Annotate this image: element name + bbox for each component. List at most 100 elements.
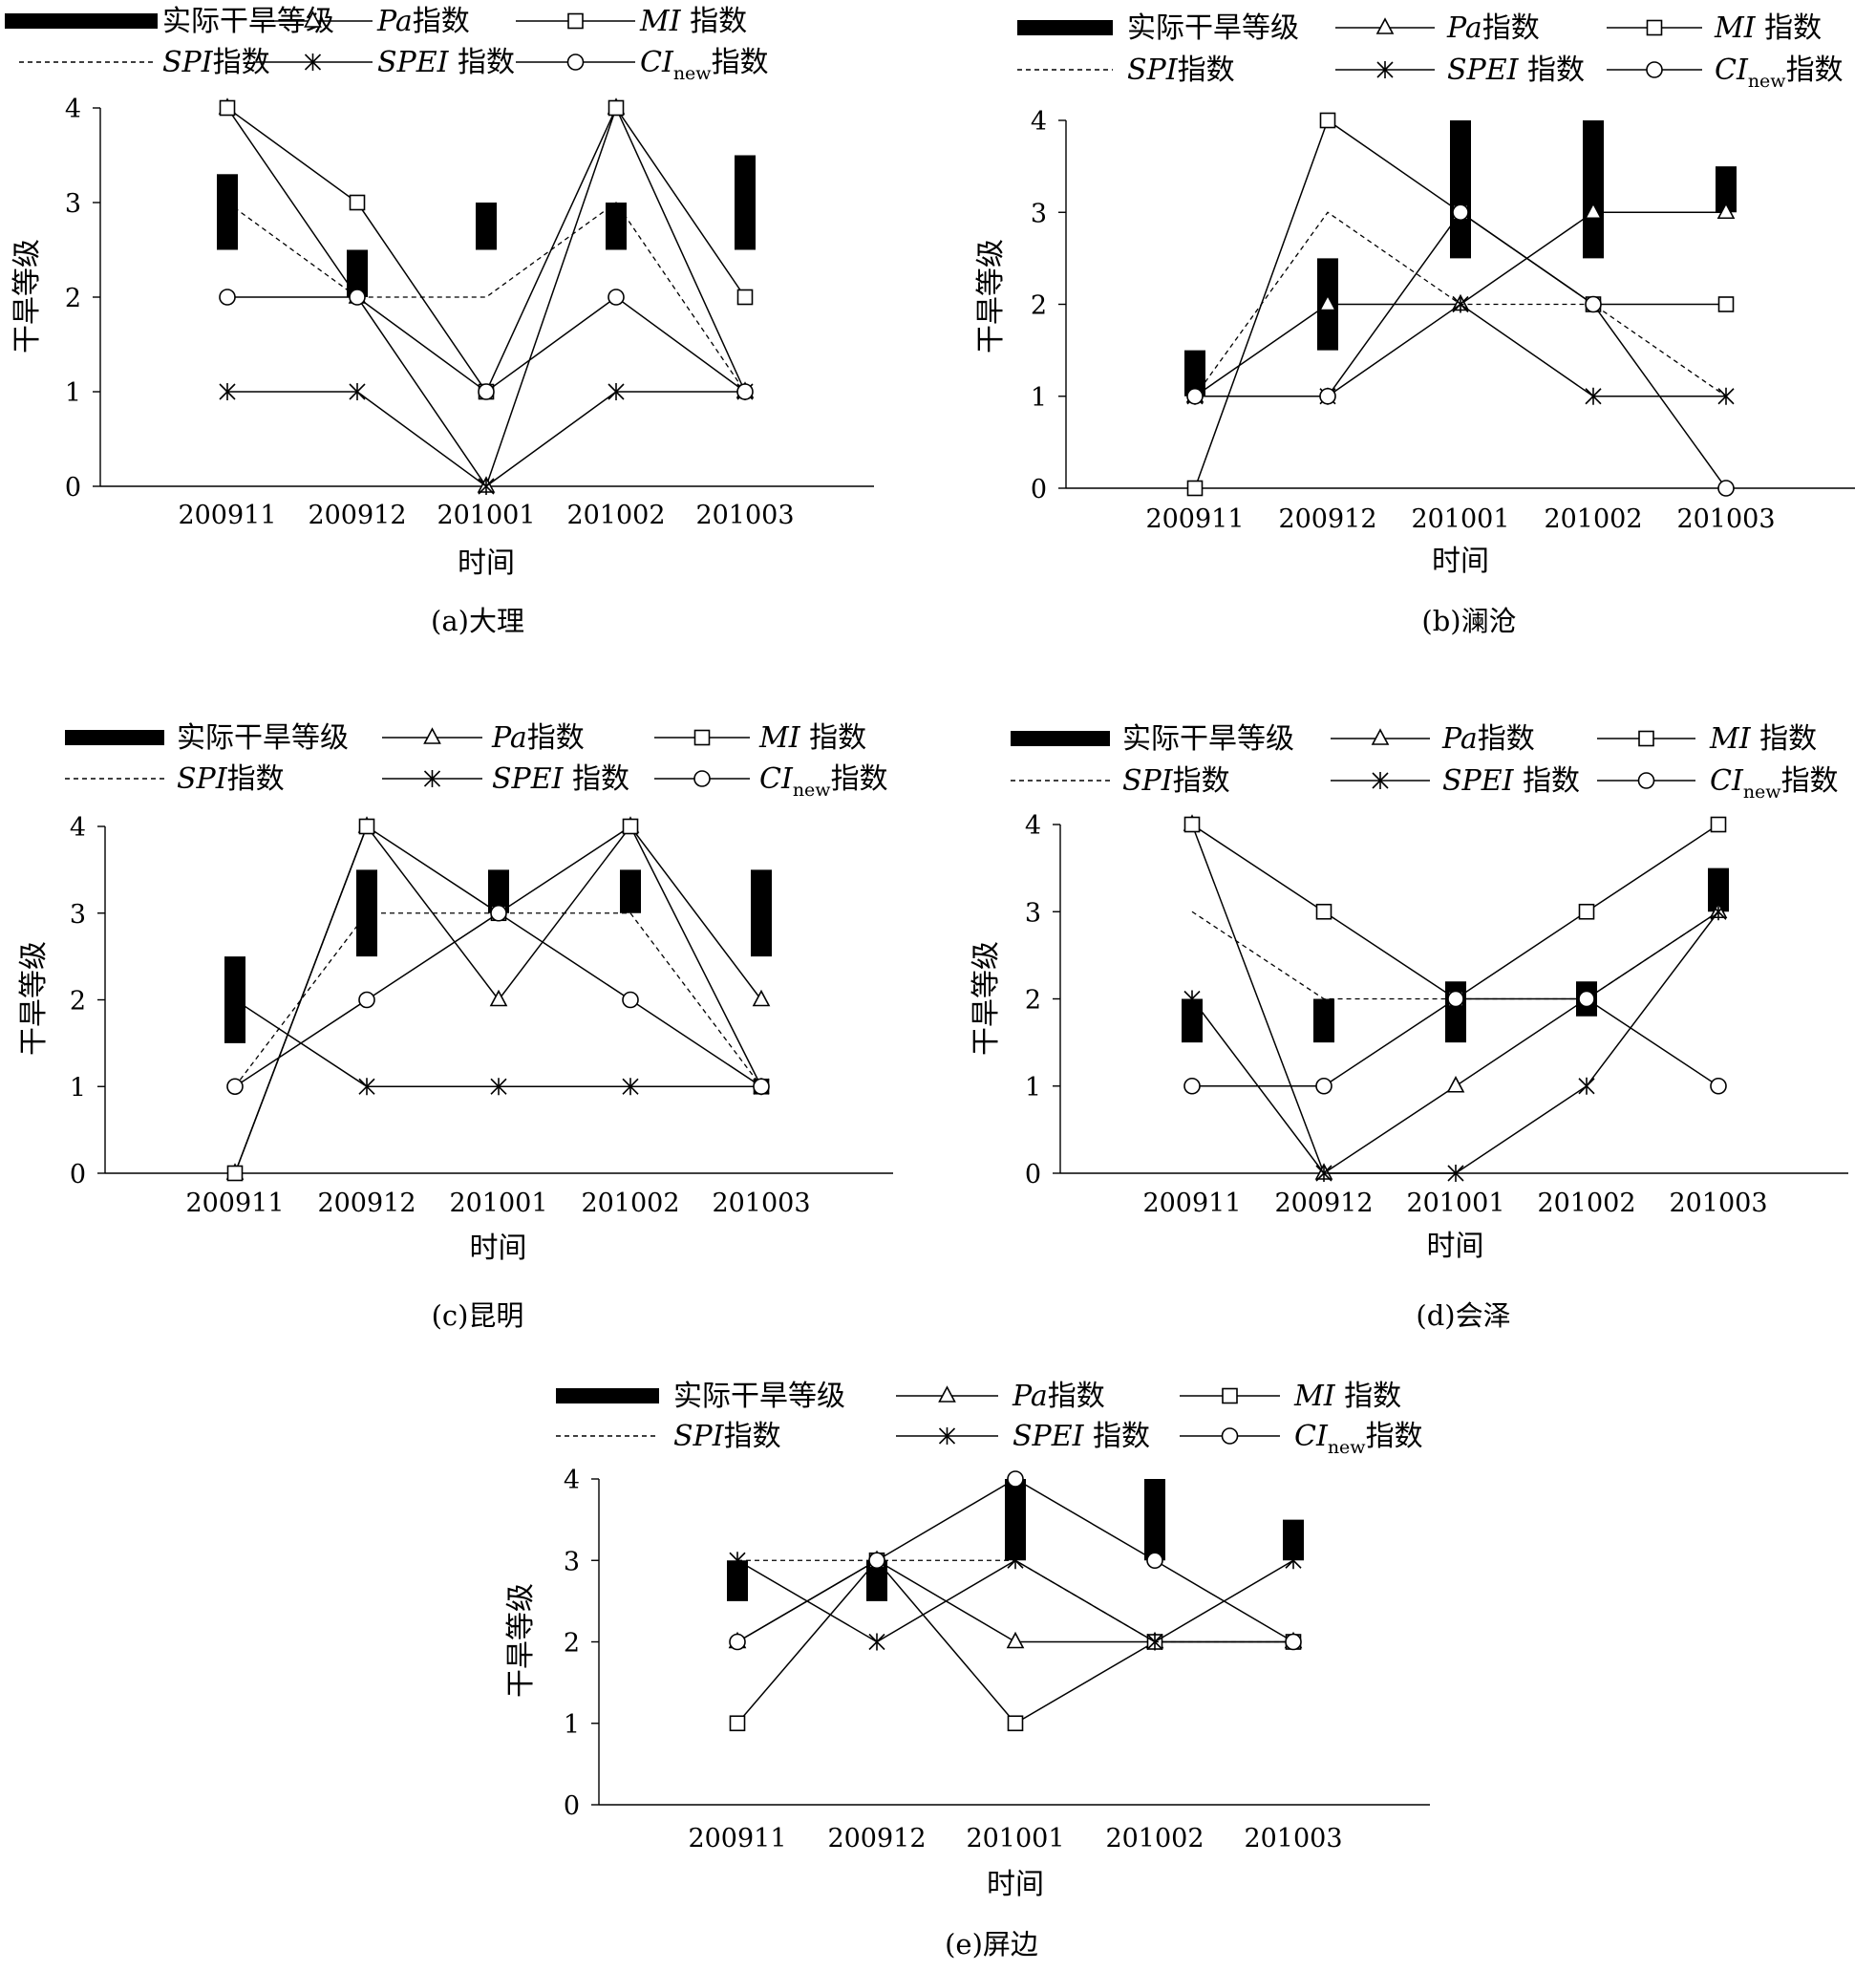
x-axis-title: 时间	[987, 1868, 1044, 1901]
y-tick-label: 0	[70, 1160, 86, 1189]
series-mi-point	[1007, 1715, 1024, 1732]
legend-spi-suffix: 指数	[724, 1420, 781, 1453]
series-ci-point	[1315, 1077, 1332, 1095]
actual-level-bar	[1182, 998, 1203, 1043]
legend-spi-name: SPI	[177, 762, 228, 796]
legend-ci-subscript: new	[793, 780, 831, 801]
panel-caption: (c)昆明	[432, 1299, 524, 1332]
legend-pa-label: Pa指数	[1012, 1380, 1105, 1413]
series-mi-point	[1186, 480, 1204, 497]
legend-mi-symbol-marker	[1638, 730, 1654, 747]
legend-spei-name: SPEI	[492, 762, 572, 796]
series-spei-point	[1452, 295, 1469, 313]
y-axis-title: 干旱等级	[11, 239, 44, 353]
x-tick-label: 201003	[1669, 1189, 1767, 1218]
legend-pa-symbol-marker	[423, 727, 441, 744]
series-ci-point	[608, 289, 625, 306]
series-spi	[226, 202, 746, 393]
legend-pa-name: Pa	[1441, 722, 1478, 756]
series-ci-point	[1578, 990, 1595, 1008]
actual-level-bar	[735, 155, 756, 250]
panel-caption: (e)屏边	[945, 1928, 1038, 1960]
legend-spei-symbol-marker	[423, 770, 441, 787]
legend-spi-name: SPI	[1127, 54, 1179, 87]
series-spei	[729, 1552, 1302, 1651]
series-mi-point	[1710, 816, 1727, 833]
series-spei-point	[226, 991, 244, 1009]
series-pa-point	[1716, 202, 1736, 220]
x-tick-label: 201003	[1676, 504, 1775, 534]
legend-pa-suffix: 指数	[1048, 1380, 1105, 1413]
series-mi-point	[1717, 296, 1735, 312]
series-spei-point	[1315, 1165, 1332, 1182]
legend-mi-suffix: 指数	[809, 721, 866, 755]
y-tick-label: 4	[70, 813, 86, 843]
series-mi-point	[1578, 903, 1595, 920]
x-tick-label: 201001	[966, 1824, 1064, 1853]
y-tick-label: 4	[1031, 107, 1047, 137]
x-axis-title: 时间	[458, 546, 515, 580]
series-spei-point	[1285, 1552, 1302, 1570]
series-spei-point	[1007, 1552, 1024, 1570]
y-tick-label: 3	[1031, 199, 1047, 228]
legend-mi-suffix: 指数	[1344, 1380, 1401, 1413]
legend-actual-swatch	[1017, 20, 1113, 35]
legend-pa-suffix: 指数	[1478, 722, 1535, 756]
series-ci-point	[478, 383, 495, 400]
series-mi-point	[622, 818, 639, 835]
legend-ci-name: CI	[640, 46, 674, 79]
legend-ci-name: CI	[1715, 54, 1749, 87]
legend-spei-suffix: 指数	[1523, 764, 1580, 798]
legend-spei-symbol-marker	[1372, 772, 1389, 789]
x-axis-title: 时间	[1427, 1230, 1484, 1263]
x-tick-label: 201001	[437, 501, 535, 530]
series-mi-point	[1315, 903, 1332, 920]
series-spei-point	[1585, 387, 1602, 405]
y-tick-label: 1	[564, 1710, 580, 1740]
y-tick-label: 2	[564, 1629, 580, 1659]
series-spi-line	[226, 202, 746, 393]
legend-spei-label: SPEI 指数	[492, 762, 629, 796]
legend-mi-label: MI 指数	[1714, 11, 1822, 45]
legend-spei-suffix: 指数	[458, 46, 515, 79]
legend-pa-name: Pa	[491, 721, 527, 755]
series-ci-point	[219, 289, 236, 306]
legend-mi-symbol-marker	[1646, 19, 1663, 36]
legend-mi-name: MI	[758, 721, 809, 755]
y-tick-label: 0	[1025, 1160, 1041, 1189]
legend-mi-symbol-marker	[1222, 1387, 1238, 1404]
y-tick-label: 2	[1031, 291, 1047, 321]
series-mi-line	[1191, 824, 1719, 1000]
legend-spi-label: SPI指数	[1127, 54, 1235, 87]
y-tick-label: 1	[1025, 1073, 1041, 1103]
legend-mi-symbol-marker	[693, 729, 711, 746]
series-spei-point	[1447, 1165, 1464, 1182]
series-mi-point	[349, 194, 366, 211]
series-pa-point	[1006, 1631, 1025, 1649]
y-tick-label: 3	[65, 189, 81, 219]
legend-spei-label: SPEI 指数	[1447, 54, 1585, 87]
series-ci	[729, 1470, 1302, 1651]
legend-ci-name: CI	[1710, 764, 1744, 798]
legend-actual-swatch	[556, 1388, 659, 1403]
legend-ci-label: CInew指数	[1715, 54, 1844, 92]
series-spi-line	[1191, 911, 1719, 1000]
series-spei-point	[490, 1078, 507, 1096]
legend-spei-suffix: 指数	[1093, 1420, 1150, 1453]
x-tick-label: 200912	[827, 1824, 926, 1853]
series-ci-point	[1146, 1552, 1163, 1570]
series-mi-point	[729, 1715, 746, 1732]
series-ci-point	[729, 1633, 746, 1651]
series-mi-point	[736, 289, 754, 306]
x-tick-label: 201001	[449, 1189, 547, 1218]
series-pa-line	[736, 1559, 1293, 1643]
y-tick-label: 2	[65, 284, 81, 313]
axes: 0 1 2 3 4 200911 200912 201001 201002 201003 时间 干旱等…	[11, 95, 874, 580]
series-ci	[1183, 990, 1727, 1095]
x-tick-label: 201002	[1537, 1189, 1635, 1218]
actual-level-bar	[866, 1560, 887, 1601]
